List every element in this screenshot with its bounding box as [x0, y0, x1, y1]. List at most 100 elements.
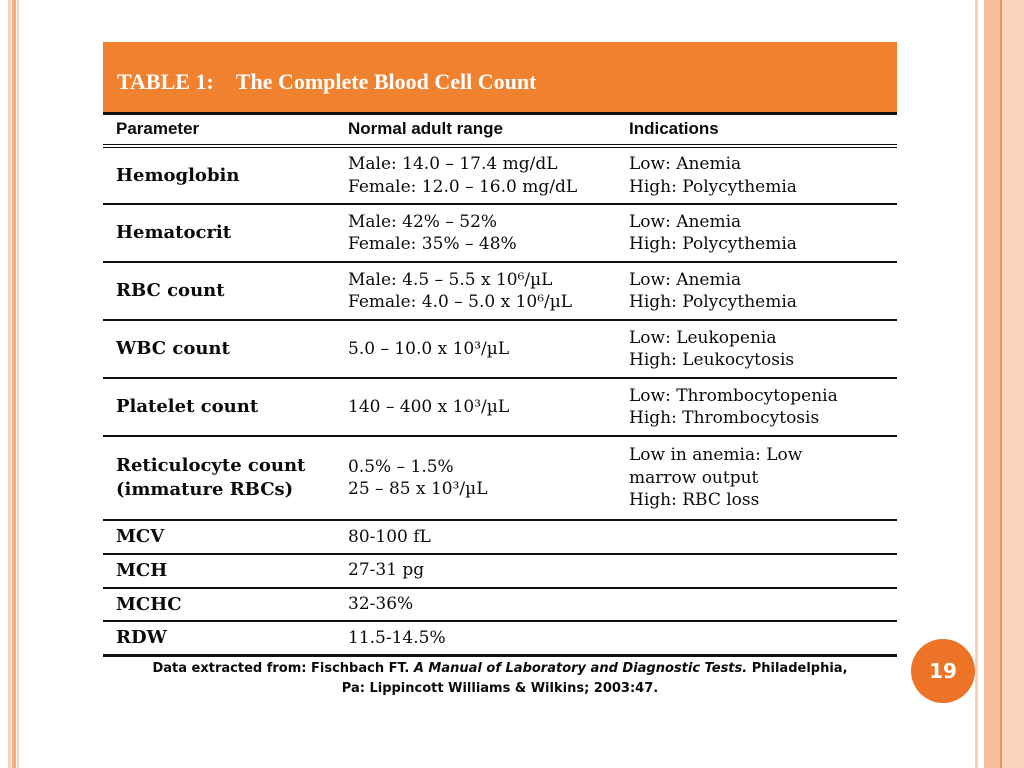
table-row: MCH 27-31 pg: [103, 553, 897, 589]
param-cell: RBC count: [103, 262, 348, 321]
range-cell: 140 – 400 x 10³/µL: [348, 378, 629, 437]
footer-text: Data extracted from: Fischbach FT.: [152, 661, 414, 676]
param-cell: MCHC: [103, 587, 348, 623]
cell-line: 80-100 fL: [348, 526, 431, 547]
param-cell: Hemoglobin: [103, 146, 348, 205]
cell-line: Male: 14.0 – 17.4 mg/dL: [348, 154, 558, 175]
cell-line: Low: Anemia: [629, 211, 742, 232]
header-parameter: Parameter: [103, 113, 348, 148]
cell-line: 140 – 400 x 10³/µL: [348, 396, 510, 417]
cell-line: Male: 42% – 52%: [348, 211, 498, 232]
left-border-stripe-2: [12, 0, 16, 768]
table-row: MCHC 32-36%: [103, 587, 897, 623]
cell-line: WBC count: [116, 338, 230, 360]
title-label: TABLE 1:: [117, 69, 214, 94]
cell-line: Hematocrit: [116, 222, 232, 244]
indications-cell: [629, 621, 897, 658]
indications-cell: [629, 587, 897, 623]
param-cell: WBC count: [103, 320, 348, 379]
cell-line: High: Polycythemia: [629, 176, 797, 197]
cell-line: MCHC: [116, 593, 182, 615]
param-cell: MCV: [103, 520, 348, 555]
cell-line: High: Leukocytosis: [629, 350, 795, 370]
cell-line: 27-31 pg: [348, 560, 425, 581]
cell-line: High: Thrombocytosis: [629, 408, 820, 428]
cell-line: Low in anemia: Low: [629, 445, 803, 466]
title-bar: TABLE 1: The Complete Blood Cell Count: [103, 42, 897, 112]
cell-line: RDW: [116, 627, 167, 649]
range-cell: Male: 4.5 – 5.5 x 10⁶/µL Female: 4.0 – 5.…: [348, 262, 629, 321]
right-border-band-line: [1000, 0, 1002, 768]
param-cell: Reticulocyte count (immature RBCs): [103, 436, 348, 521]
cbc-table: Parameter Normal adult range Indications…: [103, 112, 897, 658]
title-text: The Complete Blood Cell Count: [235, 69, 537, 94]
param-cell: MCH: [103, 553, 348, 589]
indications-cell: [629, 553, 897, 589]
footer-line-1: Data extracted from: Fischbach FT. A Man…: [103, 659, 897, 679]
table-row: MCV 80-100 fL: [103, 520, 897, 555]
cell-line: Female: 35% – 48%: [348, 234, 517, 254]
table-row: Hematocrit Male: 42% – 52% Female: 35% – …: [103, 204, 897, 263]
cell-line: MCH: [116, 559, 168, 581]
cell-line: Reticulocyte count: [116, 455, 306, 477]
range-cell: 11.5-14.5%: [348, 621, 629, 658]
cell-line: Low: Anemia: [629, 154, 742, 175]
cell-line: Low: Anemia: [629, 269, 742, 290]
range-cell: Male: 14.0 – 17.4 mg/dL Female: 12.0 – 16…: [348, 146, 629, 205]
indications-cell: [629, 520, 897, 555]
cell-line: marrow output: [629, 467, 759, 488]
footer-citation: Data extracted from: Fischbach FT. A Man…: [103, 659, 897, 698]
cell-line: Female: 12.0 – 16.0 mg/dL: [348, 176, 578, 197]
table-row: Hemoglobin Male: 14.0 – 17.4 mg/dL Female…: [103, 146, 897, 205]
cell-line: Low: Leukopenia: [629, 327, 777, 348]
cell-line: High: RBC loss: [629, 490, 760, 511]
table-row: Reticulocyte count (immature RBCs) 0.5% –…: [103, 436, 897, 521]
indications-cell: Low: Anemia High: Polycythemia: [629, 204, 897, 263]
range-cell: 32-36%: [348, 587, 629, 623]
header-row: Parameter Normal adult range Indications: [103, 113, 897, 148]
left-border-stripe-1: [8, 0, 11, 768]
cell-line: High: Polycythemia: [629, 292, 797, 312]
cell-line: (immature RBCs): [116, 479, 294, 500]
left-border-stripe-3: [17, 0, 19, 768]
cell-line: 32-36%: [348, 594, 414, 615]
footer-text: Philadelphia,: [747, 661, 848, 676]
cell-line: 11.5-14.5%: [348, 627, 446, 648]
cell-line: Male: 4.5 – 5.5 x 10⁶/µL: [348, 269, 553, 290]
cell-line: Low: Thrombocytopenia: [629, 385, 838, 406]
param-cell: RDW: [103, 621, 348, 658]
cell-line: High: Polycythemia: [629, 234, 797, 254]
footer-book-title: A Manual of Laboratory and Diagnostic Te…: [413, 661, 748, 676]
page-number: 19: [929, 659, 957, 683]
range-cell: 80-100 fL: [348, 520, 629, 555]
cell-line: Platelet count: [116, 396, 259, 418]
table-row: RDW 11.5-14.5%: [103, 621, 897, 658]
range-cell: 27-31 pg: [348, 553, 629, 589]
indications-cell: Low: Leukopenia High: Leukocytosis: [629, 320, 897, 379]
cell-line: MCV: [116, 526, 165, 547]
right-border-band-peach: [984, 0, 1000, 768]
cell-line: 25 – 85 x 10³/µL: [348, 479, 488, 499]
range-cell: Male: 42% – 52% Female: 35% – 48%: [348, 204, 629, 263]
cell-line: Female: 4.0 – 5.0 x 10⁶/µL: [348, 292, 573, 312]
cell-line: 5.0 – 10.0 x 10³/µL: [348, 338, 510, 359]
cell-line: 0.5% – 1.5%: [348, 456, 454, 477]
footer-line-2: Pa: Lippincott Williams & Wilkins; 2003:…: [341, 680, 659, 696]
indications-cell: Low in anemia: Low marrow output High: RBC…: [629, 436, 897, 521]
table-row: Platelet count 140 – 400 x 10³/µL Low: T…: [103, 378, 897, 437]
right-border-stripe-1: [975, 0, 978, 768]
cell-line: Hemoglobin: [116, 164, 240, 186]
range-cell: 0.5% – 1.5% 25 – 85 x 10³/µL: [348, 436, 629, 521]
indications-cell: Low: Anemia High: Polycythemia: [629, 262, 897, 321]
header-indications: Indications: [629, 113, 897, 148]
cell-line: RBC count: [116, 280, 225, 302]
table-row: RBC count Male: 4.5 – 5.5 x 10⁶/µL Female…: [103, 262, 897, 321]
table-row: WBC count 5.0 – 10.0 x 10³/µL Low: Leuko…: [103, 320, 897, 379]
indications-cell: Low: Thrombocytopenia High: Thrombocytosi…: [629, 378, 897, 437]
param-cell: Hematocrit: [103, 204, 348, 263]
range-cell: 5.0 – 10.0 x 10³/µL: [348, 320, 629, 379]
indications-cell: Low: Anemia High: Polycythemia: [629, 146, 897, 205]
right-border-band-pale: [1002, 0, 1024, 768]
header-normal-range: Normal adult range: [348, 113, 629, 148]
param-cell: Platelet count: [103, 378, 348, 437]
